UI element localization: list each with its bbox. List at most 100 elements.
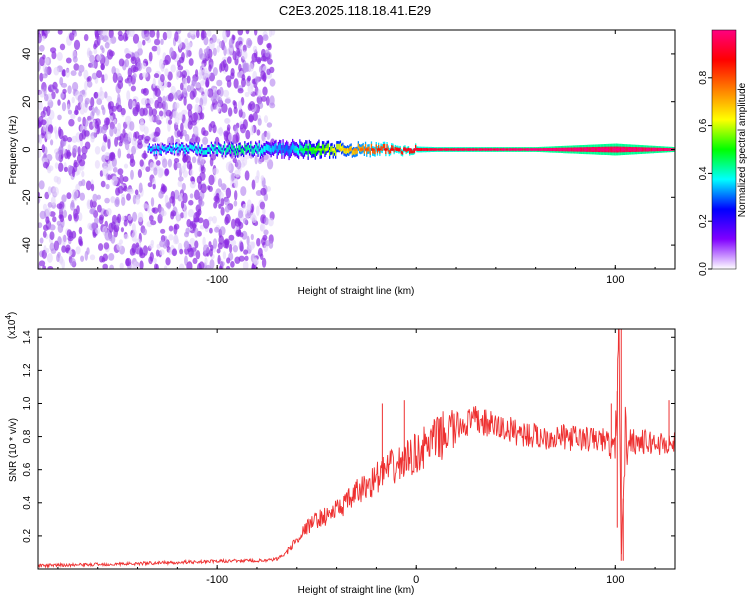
- heatmap-cell: [135, 242, 140, 248]
- heatmap-cell: [153, 131, 160, 137]
- heatmap-cell: [89, 54, 95, 63]
- heatmap-cell: [132, 66, 139, 73]
- heatmap-cell: [370, 143, 373, 149]
- heatmap-cell: [259, 201, 266, 210]
- heatmap-cell: [57, 99, 61, 106]
- colorbar-tick-label: 0.8: [698, 70, 709, 84]
- heatmap-cell: [227, 146, 229, 152]
- heatmap-cell: [411, 150, 413, 154]
- heatmap-cell: [253, 147, 256, 154]
- heatmap-cell: [56, 203, 63, 210]
- heatmap-cell: [413, 148, 417, 151]
- heatmap-cell: [155, 263, 159, 269]
- heatmap-cell: [103, 73, 108, 81]
- heatmap-cell: [313, 148, 318, 151]
- heatmap-cell: [240, 186, 247, 197]
- heatmap-cell: [332, 149, 334, 156]
- heatmap-cell: [94, 217, 99, 225]
- heatmap-cell: [132, 100, 136, 108]
- heatmap-cell: [645, 148, 650, 151]
- heatmap-cell: [139, 121, 146, 132]
- heatmap-cell: [71, 96, 75, 104]
- heatmap-cell: [355, 149, 357, 155]
- heatmap-cell: [573, 148, 578, 151]
- heatmap-cell: [94, 120, 99, 129]
- heatmap-cell: [126, 193, 131, 201]
- heatmap-cell: [127, 131, 133, 142]
- heatmap-cell: [280, 143, 282, 151]
- heatmap-cell: [175, 89, 182, 99]
- heatmap-cell: [55, 88, 59, 94]
- heatmap-cell: [205, 77, 210, 88]
- heatmap-cell: [54, 162, 59, 169]
- heatmap-cell: [200, 69, 206, 79]
- heatmap-cell: [193, 125, 199, 136]
- heatmap-cell: [208, 147, 210, 152]
- heatmap-cell: [186, 147, 189, 152]
- heatmap-cell: [109, 264, 114, 269]
- heatmap-cell: [96, 70, 103, 79]
- heatmap-cell: [85, 180, 92, 191]
- heatmap-cell: [242, 217, 248, 225]
- heatmap-cell: [66, 103, 70, 112]
- heatmap-cell: [165, 257, 171, 266]
- heatmap-cell: [65, 68, 70, 78]
- heatmap-cell: [184, 255, 188, 266]
- heatmap-cell: [235, 146, 238, 151]
- heatmap-cell: [90, 61, 97, 68]
- heatmap-cell: [235, 132, 240, 143]
- heatmap-cell: [89, 199, 94, 208]
- heatmap-cell: [299, 142, 301, 150]
- heatmap-cell: [195, 204, 202, 213]
- heatmap-cell: [159, 239, 166, 248]
- heatmap-cell: [372, 148, 374, 154]
- heatmap-cell: [151, 148, 153, 152]
- heatmap-cell: [158, 110, 164, 117]
- heatmap-cell: [412, 150, 414, 154]
- heatmap-cell: [470, 148, 472, 151]
- heatmap-cell: [230, 261, 235, 268]
- heatmap-cell: [200, 183, 207, 194]
- heatmap-cell: [112, 72, 118, 83]
- heatmap-cell: [197, 181, 202, 191]
- heatmap-cell: [108, 50, 115, 57]
- heatmap-cell: [223, 35, 228, 43]
- heatmap-cell: [203, 48, 210, 55]
- heatmap-cell: [89, 254, 96, 261]
- heatmap-cell: [636, 147, 638, 152]
- heatmap-cell: [221, 103, 228, 113]
- heatmap-cell: [117, 168, 124, 176]
- heatmap-cell: [270, 147, 272, 155]
- heatmap-cell: [150, 197, 155, 207]
- heatmap-cell: [148, 243, 154, 249]
- heatmap-cell: [144, 135, 151, 142]
- heatmap-cell: [505, 148, 508, 151]
- spectrogram-ticks: -100 100 -40 -20 0 20 40: [21, 30, 675, 286]
- heatmap-cell: [61, 245, 67, 253]
- heatmap-cell: [96, 194, 102, 200]
- heatmap-cell: [111, 66, 116, 75]
- heatmap-cell: [254, 30, 258, 36]
- heatmap-cell: [548, 148, 553, 151]
- heatmap-cell: [408, 148, 413, 151]
- heatmap-cell: [302, 148, 305, 156]
- heatmap-cell: [392, 145, 394, 150]
- y-tick-label: 0.4: [22, 495, 33, 509]
- heatmap-cell: [141, 72, 149, 78]
- heatmap-cell: [148, 51, 153, 62]
- x-tick-label: -100: [206, 274, 228, 286]
- heatmap-cell: [157, 96, 163, 104]
- heatmap-cell: [69, 202, 75, 211]
- heatmap-cell: [181, 109, 188, 116]
- heatmap-cell: [78, 64, 85, 73]
- heatmap-cell: [449, 148, 451, 151]
- heatmap-cell: [191, 145, 193, 150]
- heatmap-cell: [107, 160, 114, 172]
- heatmap-cell: [40, 110, 46, 118]
- heatmap-cell: [393, 148, 395, 153]
- heatmap-cell: [217, 254, 221, 265]
- heatmap-cell: [338, 144, 340, 150]
- heatmap-cell: [200, 166, 206, 174]
- heatmap-cell: [160, 150, 162, 155]
- heatmap-cell: [228, 133, 234, 142]
